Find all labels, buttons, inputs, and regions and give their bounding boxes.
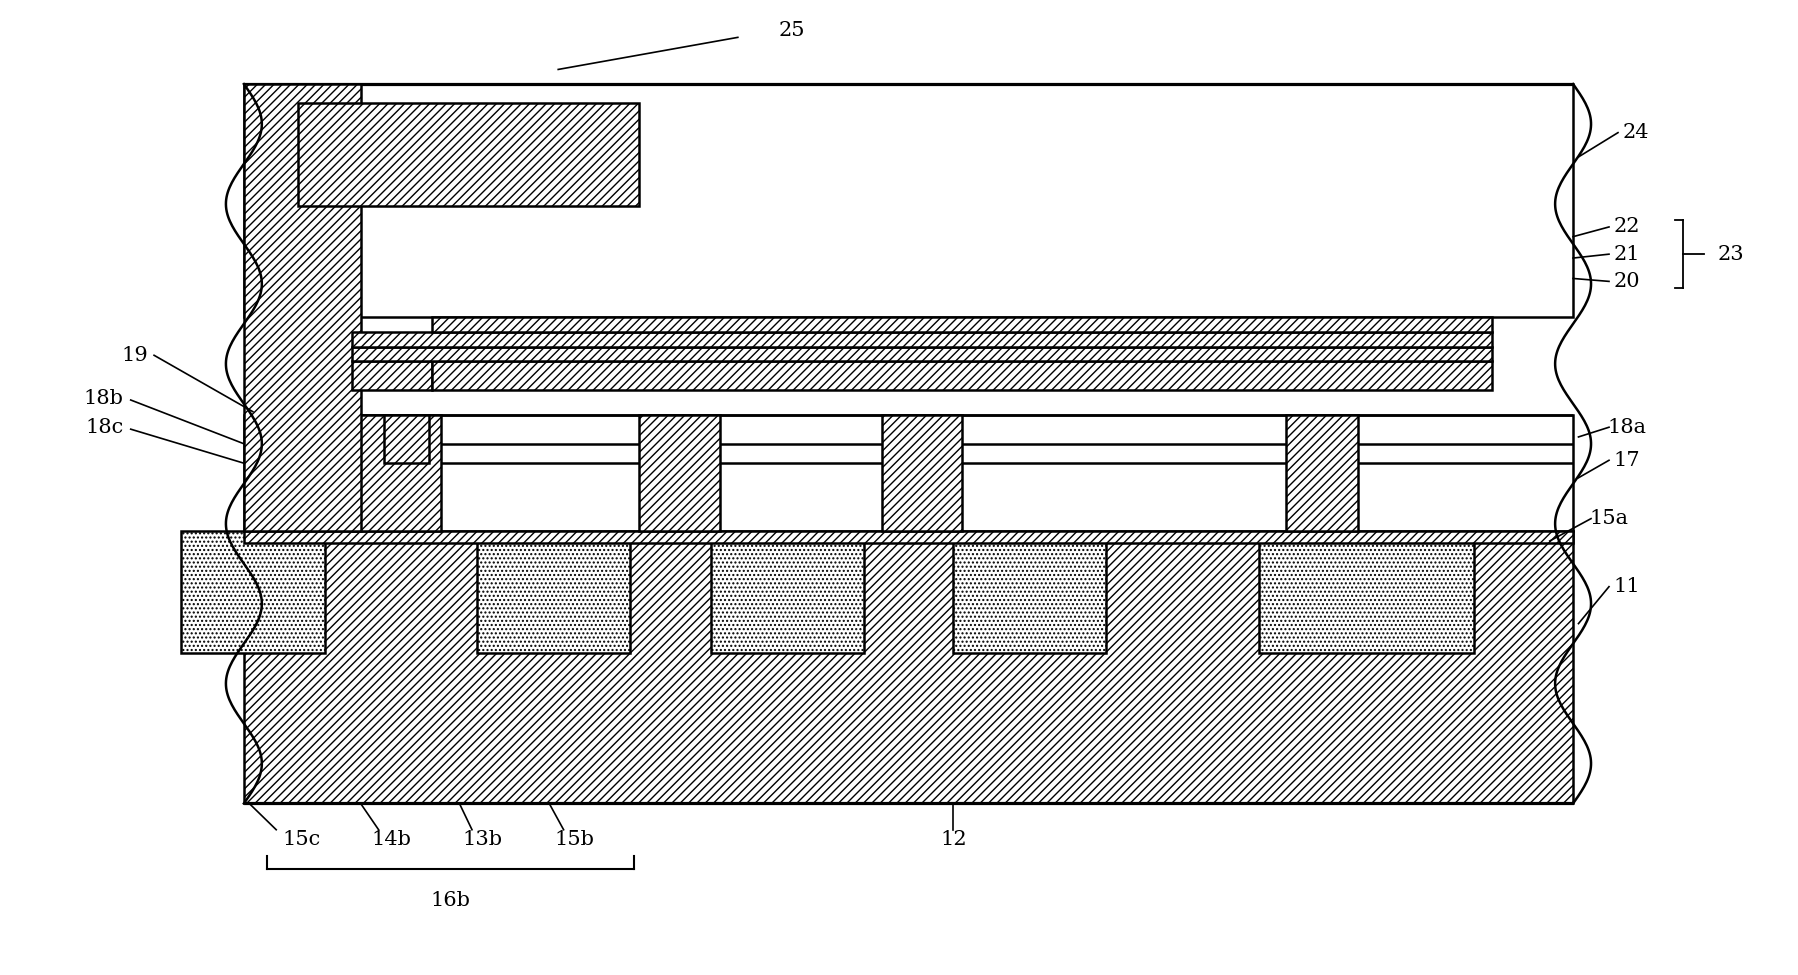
- Bar: [432, 317, 1491, 332]
- Text: 19: 19: [122, 346, 149, 365]
- Text: 14b: 14b: [370, 830, 412, 849]
- Bar: [298, 103, 638, 206]
- Bar: [245, 84, 1571, 317]
- Bar: [351, 414, 441, 531]
- Bar: [432, 361, 1491, 390]
- Bar: [351, 346, 1491, 361]
- Text: 24: 24: [1622, 123, 1649, 142]
- Text: 18a: 18a: [1607, 417, 1645, 437]
- Bar: [383, 414, 428, 463]
- Text: 15a: 15a: [1589, 509, 1627, 528]
- Text: 22: 22: [1613, 217, 1640, 237]
- Text: 23: 23: [1717, 245, 1744, 263]
- Text: 18b: 18b: [85, 389, 124, 408]
- Bar: [245, 414, 1571, 531]
- Bar: [182, 531, 324, 653]
- Bar: [1259, 531, 1474, 653]
- Bar: [245, 84, 360, 531]
- Text: 15c: 15c: [282, 830, 320, 849]
- Text: 25: 25: [779, 21, 804, 40]
- Text: 18c: 18c: [85, 417, 124, 437]
- Text: 17: 17: [1613, 450, 1640, 470]
- Text: 21: 21: [1613, 245, 1640, 263]
- Text: 20: 20: [1613, 272, 1640, 291]
- Bar: [881, 414, 962, 531]
- Text: 16b: 16b: [430, 891, 469, 911]
- Bar: [476, 531, 629, 653]
- Bar: [953, 531, 1106, 653]
- Bar: [1286, 414, 1357, 531]
- Bar: [710, 531, 863, 653]
- Bar: [351, 361, 432, 390]
- Bar: [351, 332, 1491, 346]
- Text: 12: 12: [940, 830, 966, 849]
- Bar: [245, 531, 1571, 543]
- Text: 11: 11: [1613, 577, 1640, 596]
- Text: 15b: 15b: [554, 830, 593, 849]
- Text: 13b: 13b: [462, 830, 502, 849]
- Bar: [638, 414, 719, 531]
- Bar: [245, 531, 1571, 803]
